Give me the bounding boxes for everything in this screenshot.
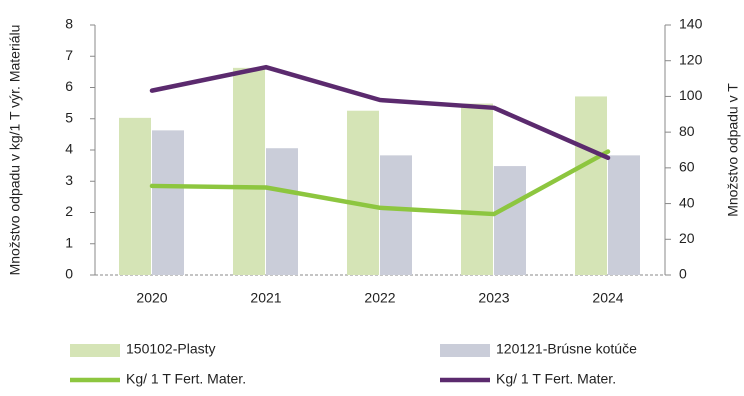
line <box>149 149 611 217</box>
y2-tick-label: 20 <box>679 230 695 246</box>
y-tick-label: 4 <box>65 141 73 157</box>
x-tick-label: 2021 <box>250 290 281 306</box>
y-tick-label: 8 <box>65 16 73 32</box>
bar <box>608 155 640 275</box>
y2-tick-label: 40 <box>679 194 695 210</box>
bar <box>461 103 493 275</box>
line <box>149 64 611 161</box>
y-tick-label: 5 <box>65 109 73 125</box>
y-tick-label: 2 <box>65 203 73 219</box>
y-tick-label: 6 <box>65 78 73 94</box>
bar <box>494 166 526 275</box>
y-axis-title: Množstvo odpadu v kg/1 T výr. Materiálu <box>7 25 23 276</box>
y2-tick-label: 140 <box>679 16 703 32</box>
y2-tick-label: 0 <box>679 266 687 282</box>
y2-tick-label: 120 <box>679 51 703 67</box>
y2-tick-label: 80 <box>679 123 695 139</box>
legend-swatch <box>440 344 490 357</box>
bar <box>575 96 607 275</box>
legend-label: 120121-Brúsne kotúče <box>496 341 637 357</box>
legend-label: 150102-Plasty <box>126 341 216 357</box>
y-tick-label: 1 <box>65 234 73 250</box>
x-tick-label: 2022 <box>364 290 395 306</box>
y2-axis-title: Množstvo odpadu v T <box>725 83 741 217</box>
legend-label: Kg/ 1 T Fert. Mater. <box>496 371 616 387</box>
legend-swatch <box>70 344 120 357</box>
bar <box>152 130 184 275</box>
y2-tick-label: 100 <box>679 87 703 103</box>
legend-label: Kg/ 1 T Fert. Mater. <box>126 371 246 387</box>
bar <box>266 148 298 275</box>
y-tick-label: 0 <box>65 266 73 282</box>
y-tick-label: 3 <box>65 172 73 188</box>
y-tick-label: 7 <box>65 47 73 63</box>
y2-tick-label: 60 <box>679 159 695 175</box>
bar <box>119 117 151 275</box>
x-tick-label: 2024 <box>592 290 623 306</box>
bar <box>380 155 412 275</box>
bar <box>233 67 265 275</box>
x-tick-label: 2020 <box>136 290 167 306</box>
bar <box>347 110 379 275</box>
x-tick-label: 2023 <box>478 290 509 306</box>
